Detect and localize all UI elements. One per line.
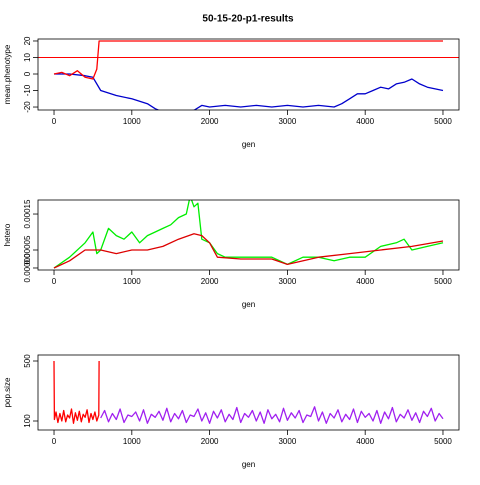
data-line xyxy=(53,233,444,269)
plot-frame xyxy=(37,38,460,111)
plot-area xyxy=(53,360,444,424)
y-axis-label: mean.phenotype xyxy=(3,44,12,104)
data-line xyxy=(100,406,444,424)
x-tick-label: 4000 xyxy=(356,277,374,286)
x-tick-label: 3000 xyxy=(278,437,296,446)
x-axis-label: gen xyxy=(242,140,255,149)
x-tick-label: 2000 xyxy=(201,277,219,286)
x-tick-label: 3000 xyxy=(278,277,296,286)
plot-area xyxy=(38,40,459,110)
plot-frame xyxy=(37,354,460,431)
y-tick-label: -10 xyxy=(23,84,32,96)
x-tick-label: 1000 xyxy=(123,117,141,126)
x-tick-label: 2000 xyxy=(201,117,219,126)
y-tick-label: 0.00005 xyxy=(23,235,32,264)
x-tick-label: 5000 xyxy=(434,117,452,126)
y-tick-label: 500 xyxy=(23,354,32,368)
x-tick-label: 0 xyxy=(52,437,57,446)
x-tick-label: 1000 xyxy=(123,437,141,446)
data-line xyxy=(54,73,444,110)
x-tick-label: 3000 xyxy=(278,117,296,126)
y-tick-label: 0.00015 xyxy=(23,199,32,228)
data-line xyxy=(53,40,443,80)
x-tick-label: 5000 xyxy=(434,277,452,286)
x-tick-label: 2000 xyxy=(201,437,219,446)
figure-title: 50-15-20-p1-results xyxy=(202,14,294,25)
plot-frame xyxy=(37,199,460,271)
data-line xyxy=(53,360,100,424)
x-tick-label: 4000 xyxy=(356,437,374,446)
data-line xyxy=(53,200,444,269)
y-axis-label: hetero xyxy=(3,223,12,246)
y-axis-label: pop.size xyxy=(3,377,12,407)
x-tick-label: 0 xyxy=(52,117,57,126)
plot-area xyxy=(53,200,444,269)
y-tick-label: 0.00000 xyxy=(23,253,32,282)
y-tick-label: 100 xyxy=(23,414,32,428)
x-axis-label: gen xyxy=(242,460,255,469)
y-tick-label: 0 xyxy=(23,71,32,76)
y-tick-label: 10 xyxy=(23,52,32,61)
x-tick-label: 4000 xyxy=(356,117,374,126)
x-axis-label: gen xyxy=(242,300,255,309)
y-tick-label: 20 xyxy=(23,36,32,45)
x-tick-label: 1000 xyxy=(123,277,141,286)
x-tick-label: 5000 xyxy=(434,437,452,446)
x-tick-label: 0 xyxy=(52,277,57,286)
y-tick-label: -20 xyxy=(23,101,32,113)
